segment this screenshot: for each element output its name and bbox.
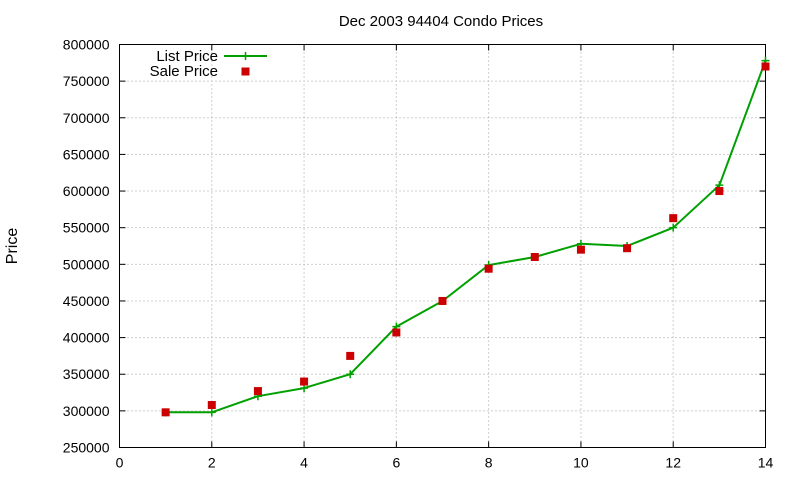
- x-tick-label: 2: [208, 455, 216, 471]
- plot-frame: [119, 44, 766, 448]
- sale-price-point: [253, 387, 262, 396]
- sale-price-point: [300, 377, 309, 386]
- sale-price-point: [530, 252, 539, 261]
- chart-title: Dec 2003 94404 Condo Prices: [339, 13, 543, 30]
- sale-price-point: [392, 328, 401, 337]
- legend-marker-list-price: [241, 52, 250, 60]
- y-axis-label: Price: [4, 228, 21, 265]
- sale-price-point: [715, 187, 724, 196]
- legend: List Price Sale Price: [150, 48, 267, 80]
- x-tick-label: 12: [665, 455, 681, 471]
- list-price-point: [207, 408, 216, 417]
- y-tick-label: 400000: [63, 330, 110, 346]
- sale-price-point: [761, 62, 770, 71]
- x-tick-label: 0: [116, 455, 124, 471]
- x-tick-label: 6: [392, 455, 400, 471]
- sale-price-point: [207, 401, 216, 410]
- series-line-list-price: [165, 60, 767, 414]
- list-price-point: [669, 223, 678, 232]
- y-tick-label: 700000: [63, 110, 110, 126]
- sale-price-point: [438, 296, 447, 305]
- x-tick-label: 8: [485, 455, 493, 471]
- y-tick-label: 650000: [63, 146, 110, 162]
- y-tick-labels: 250000 300000 350000 400000 450000 500000 5500…: [63, 37, 110, 456]
- sale-price-point: [576, 245, 585, 254]
- series-layer: [161, 56, 770, 417]
- sale-price-point: [161, 408, 170, 417]
- y-tick-label: 350000: [63, 366, 110, 382]
- list-price-point: [346, 370, 355, 379]
- x-tick-label: 4: [300, 455, 308, 471]
- y-tick-label: 600000: [63, 183, 110, 199]
- x-tick-labels: 0 2 4 6 8 10 12 14: [116, 455, 774, 471]
- y-tick-label: 450000: [63, 293, 110, 309]
- sale-price-point: [346, 351, 355, 360]
- sale-price-point: [623, 244, 632, 253]
- y-tick-label: 300000: [63, 403, 110, 419]
- y-tick-label: 550000: [63, 220, 110, 236]
- y-tick-label: 800000: [63, 37, 110, 53]
- axis-ticks: [119, 44, 766, 448]
- y-tick-label: 500000: [63, 256, 110, 272]
- x-tick-label: 10: [573, 455, 589, 471]
- grid: [119, 44, 766, 448]
- y-tick-label: 250000: [63, 440, 110, 456]
- sale-price-point: [484, 264, 493, 273]
- legend-marker-sale-price: [241, 67, 250, 76]
- legend-label-list-price: List Price: [156, 48, 218, 65]
- legend-label-sale-price: Sale Price: [150, 63, 218, 80]
- y-tick-label: 750000: [63, 73, 110, 89]
- x-tick-label: 14: [758, 455, 774, 471]
- sale-price-point: [669, 214, 678, 223]
